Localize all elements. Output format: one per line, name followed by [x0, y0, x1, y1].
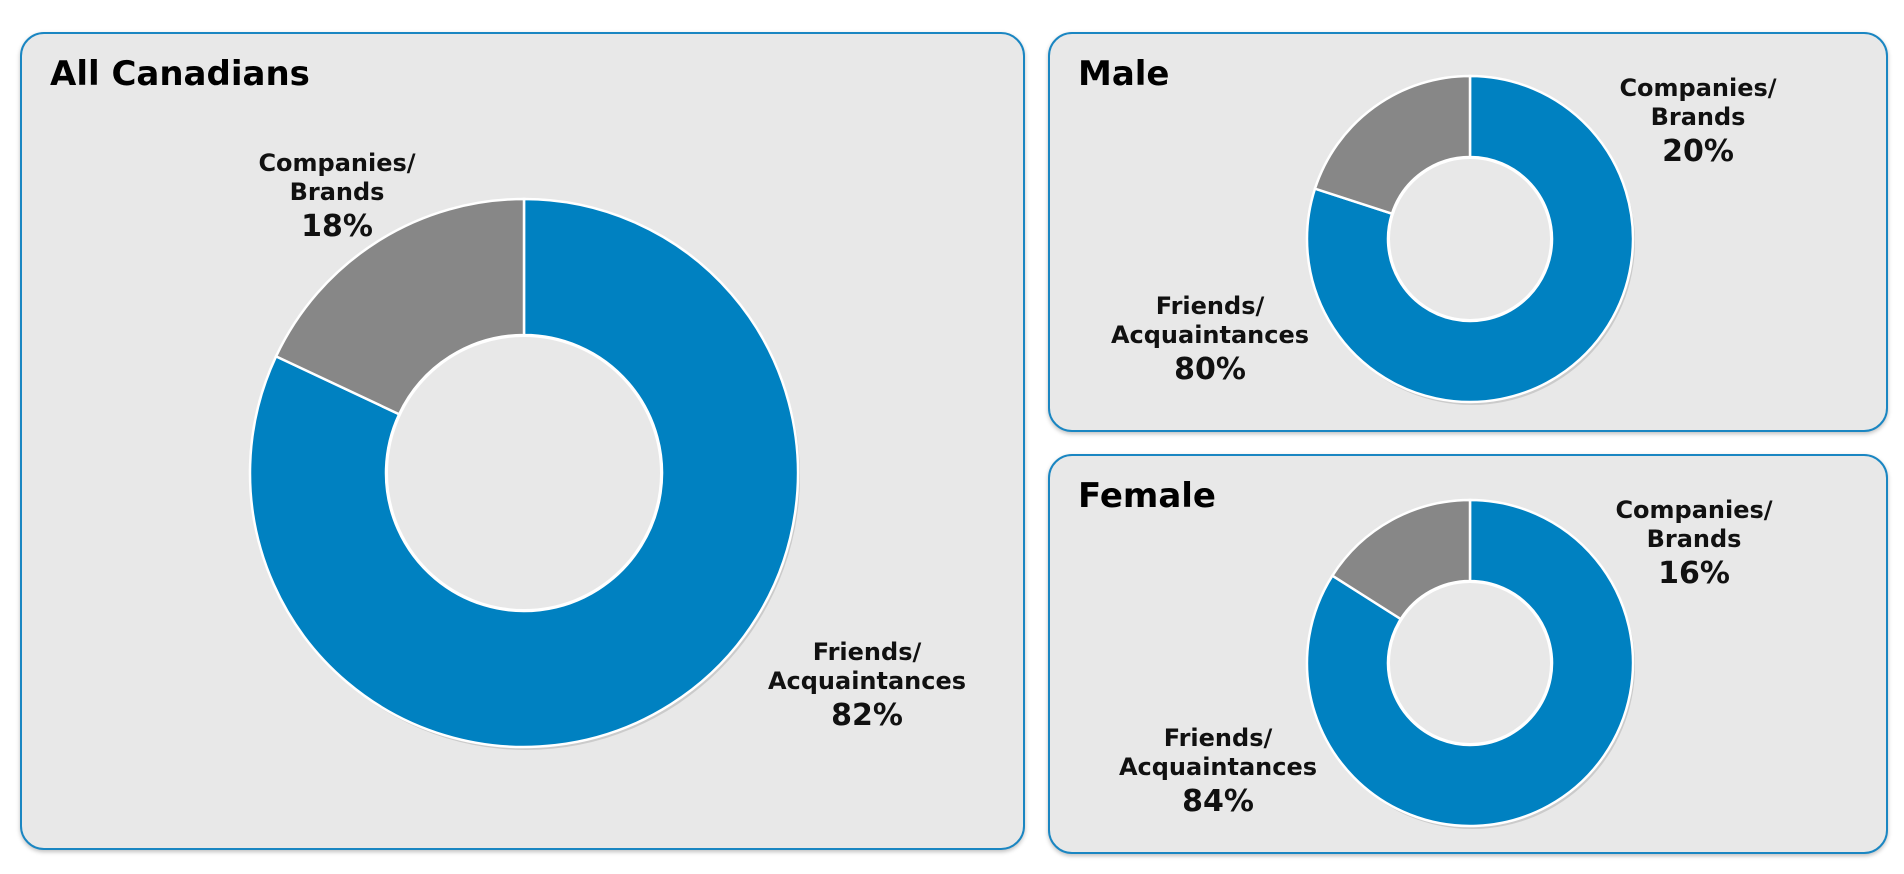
label-companies-line1: Companies/ [1619, 74, 1777, 102]
donut-chart-male [1305, 74, 1635, 405]
label-companies-line2: Brands [1646, 524, 1742, 553]
donut-hole [386, 335, 662, 611]
label-friends-line1: Friends/ [1155, 292, 1265, 320]
donut-hole [1388, 581, 1552, 745]
chart-title: Male [1078, 54, 1170, 94]
label-companies-line1: Companies/ [1615, 496, 1773, 524]
chart-panel-male: Male Companies/ Brands 20% Friends/ Acqu… [1048, 32, 1888, 432]
label-friends-line1: Friends/ [812, 638, 922, 666]
label-companies-line1: Companies/ [258, 149, 416, 177]
label-companies-brands: Companies/ Brands 16% [1584, 496, 1804, 592]
chart-title: Female [1078, 476, 1216, 516]
label-friends-line2: Acquaintances [1118, 752, 1318, 781]
donut-hole [1388, 157, 1552, 321]
label-companies-brands: Companies/ Brands 20% [1588, 74, 1808, 170]
label-friends-pct: 80% [1174, 351, 1246, 387]
label-friends-pct: 84% [1182, 783, 1254, 819]
label-companies-line2: Brands [289, 177, 385, 206]
chart-panel-female: Female Companies/ Brands 16% Friends/ Ac… [1048, 454, 1888, 854]
label-companies-pct: 20% [1662, 133, 1734, 169]
donut-chart-female [1305, 498, 1635, 829]
label-friends-line2: Acquaintances [1110, 320, 1310, 349]
label-friends-acquaintances: Friends/ Acquaintances 82% [747, 638, 987, 734]
label-friends-acquaintances: Friends/ Acquaintances 80% [1090, 292, 1330, 388]
label-friends-pct: 82% [831, 697, 903, 733]
donut-chart-all-canadians [248, 197, 800, 750]
label-friends-acquaintances: Friends/ Acquaintances 84% [1098, 724, 1338, 820]
label-companies-line2: Brands [1650, 102, 1746, 131]
label-friends-line1: Friends/ [1163, 724, 1273, 752]
label-companies-brands: Companies/ Brands 18% [217, 149, 457, 245]
label-companies-pct: 16% [1658, 555, 1730, 591]
chart-title: All Canadians [50, 54, 310, 94]
label-companies-pct: 18% [301, 208, 373, 244]
label-friends-line2: Acquaintances [767, 666, 967, 695]
chart-panel-all-canadians: All Canadians Companies/ Brands 18% Frie… [20, 32, 1025, 850]
